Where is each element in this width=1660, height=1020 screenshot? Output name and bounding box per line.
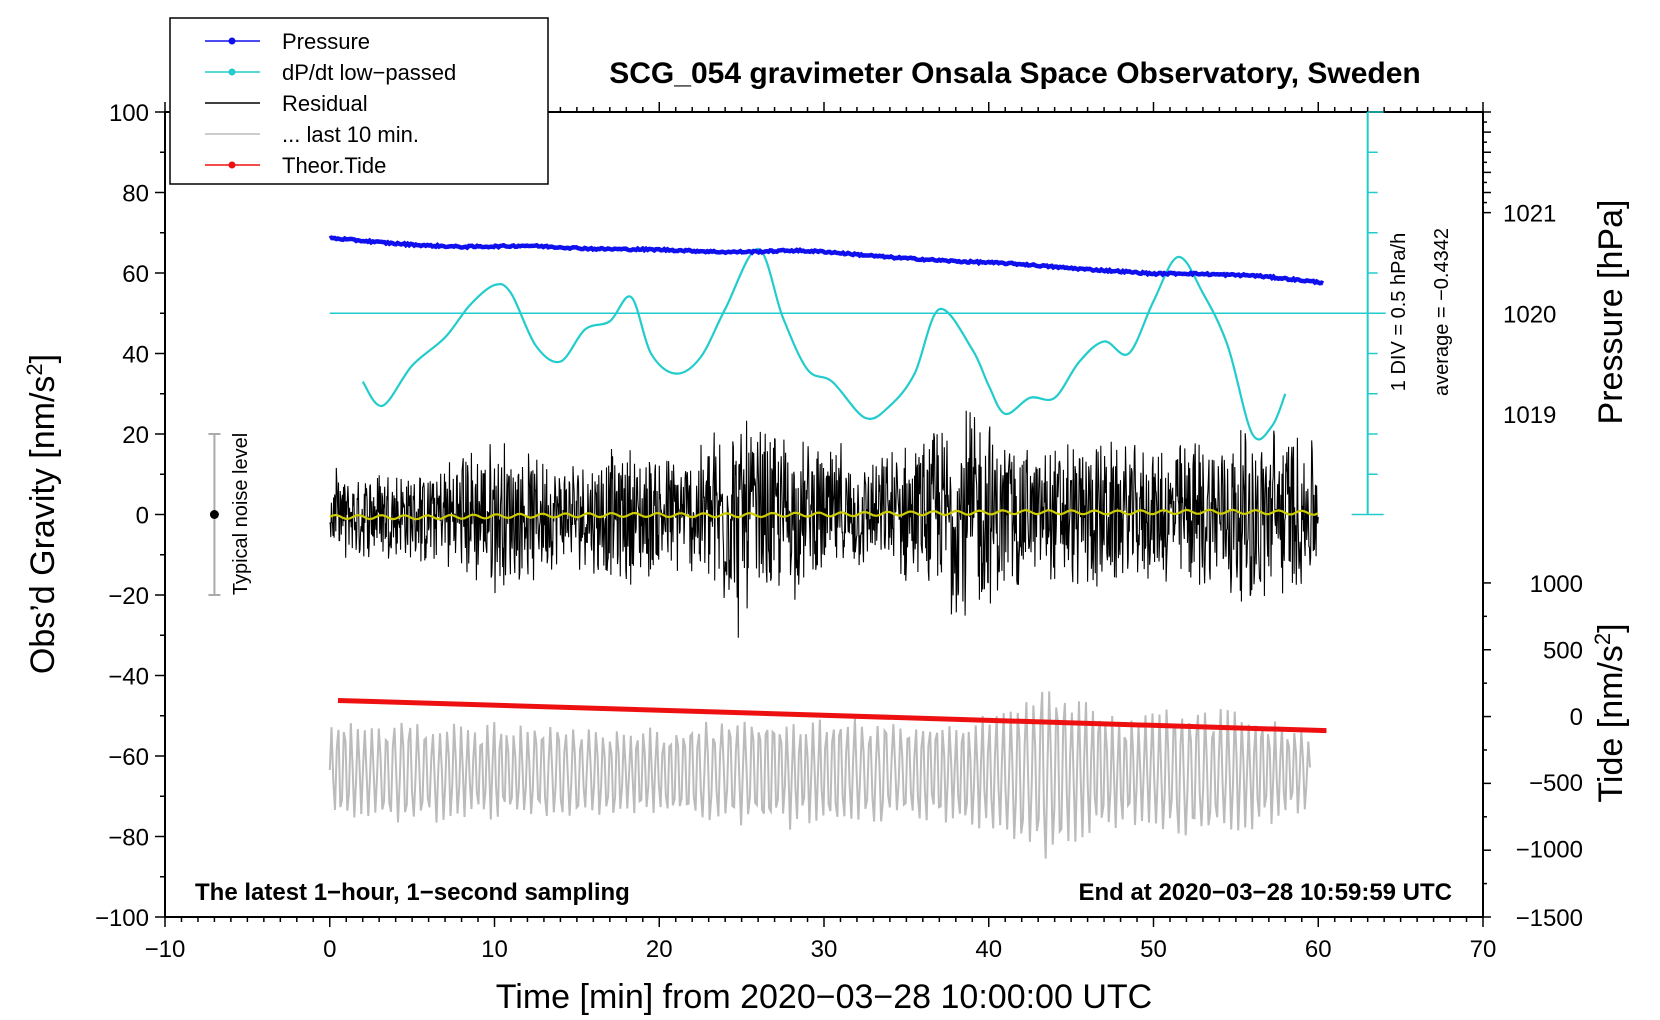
legend-label: dP/dt low−passed (282, 60, 456, 85)
tide-axis-title: Tide [nm/s2] (1590, 623, 1631, 802)
pressure-axis-title: Pressure [hPa] (1592, 200, 1630, 425)
tide-axis-title-sup: 2 (1590, 633, 1615, 645)
tide-tick-label: 0 (1570, 704, 1583, 731)
legend: Pressure dP/dt low−passed Residual ... last… (169, 17, 549, 185)
y-tick-label: −100 (95, 905, 149, 932)
running-mean-series (329, 508, 1319, 521)
y-axis-title: Obs’d Gravity [nm/s2] (22, 354, 63, 674)
legend-items: Pressure dP/dt low−passed Residual ... last… (205, 29, 456, 178)
tide-tick-label: −500 (1529, 770, 1583, 797)
x-tick-label: 10 (481, 936, 508, 963)
y-axis-title-main: Obs’d Gravity [nm/s (24, 376, 62, 675)
y-axis-title-tail: ] (24, 354, 62, 363)
dpdt-scale-bar (1351, 111, 1384, 516)
noise-level-label: Typical noise level (230, 433, 252, 595)
y-tick-label: −60 (108, 744, 149, 771)
note-sampling: The latest 1−hour, 1−second sampling (195, 879, 630, 906)
y-tick-label: 60 (122, 261, 149, 288)
noise-level-bar (208, 433, 221, 596)
dpdt-series (361, 247, 1287, 441)
legend-marker (228, 161, 236, 169)
tide-axis-title-main: Tide [nm/s (1592, 645, 1630, 802)
y-tick-label: 40 (122, 342, 149, 369)
legend-marker (228, 68, 236, 76)
x-tick-label: 40 (975, 936, 1002, 963)
chart-title: SCG_054 gravimeter Onsala Space Observat… (609, 57, 1421, 90)
last-10-min-series (328, 691, 1311, 859)
note-end-time: End at 2020−03−28 10:59:59 UTC (1078, 879, 1452, 906)
y-tick-label: 20 (122, 422, 149, 449)
x-tick-label: 60 (1305, 936, 1332, 963)
x-axis-title: Time [min] from 2020−03−28 10:00:00 UTC (496, 978, 1152, 1016)
y-tick-label: −20 (108, 583, 149, 610)
x-tick-label: 70 (1470, 936, 1497, 963)
tide-tick-label: −1000 (1516, 837, 1583, 864)
theoretical-tide-series (337, 697, 1327, 734)
legend-label: ... last 10 min. (282, 122, 419, 147)
legend-label: Theor.Tide (282, 153, 386, 178)
x-tick-label: −10 (145, 936, 186, 963)
tide-tick-label: −1500 (1516, 905, 1583, 932)
y-tick-label: 80 (122, 181, 149, 208)
y-tick-label: 100 (109, 100, 149, 127)
pressure-tick-label: 1020 (1503, 301, 1556, 328)
right-axis-ticks: 1021 1020 1019 1000 500 0 −500 −1000 −1500 (1483, 111, 1583, 932)
legend-label: Pressure (282, 29, 370, 54)
pressure-series (328, 235, 1325, 286)
pressure-tick-label: 1019 (1503, 402, 1556, 429)
tide-tick-label: 1000 (1530, 571, 1583, 598)
y-axis-ticks: 100 80 60 40 20 0 −20 −40 −60 −80 −100 (95, 100, 165, 932)
legend-box (169, 17, 549, 185)
x-tick-label: 50 (1140, 936, 1167, 963)
dpdt-div-label: 1 DIV = 0.5 hPa/h (1388, 233, 1410, 391)
residual-series (329, 410, 1319, 638)
series-layer (328, 235, 1386, 859)
y-tick-label: 0 (136, 503, 149, 530)
noise-bar-dot (209, 510, 219, 519)
dpdt-average-label: average = −0.4342 (1431, 228, 1453, 396)
x-tick-label: 20 (646, 936, 673, 963)
legend-marker (228, 37, 236, 45)
legend-label: Residual (282, 91, 368, 116)
tide-tick-label: 500 (1543, 637, 1583, 664)
x-tick-label: 30 (811, 936, 838, 963)
x-tick-label: 0 (323, 936, 336, 963)
tide-axis-title-tail: ] (1592, 623, 1630, 632)
y-tick-label: −40 (108, 664, 149, 691)
y-tick-label: −80 (108, 825, 149, 852)
y-axis-title-sup: 2 (22, 363, 47, 375)
pressure-tick-label: 1021 (1503, 201, 1556, 228)
